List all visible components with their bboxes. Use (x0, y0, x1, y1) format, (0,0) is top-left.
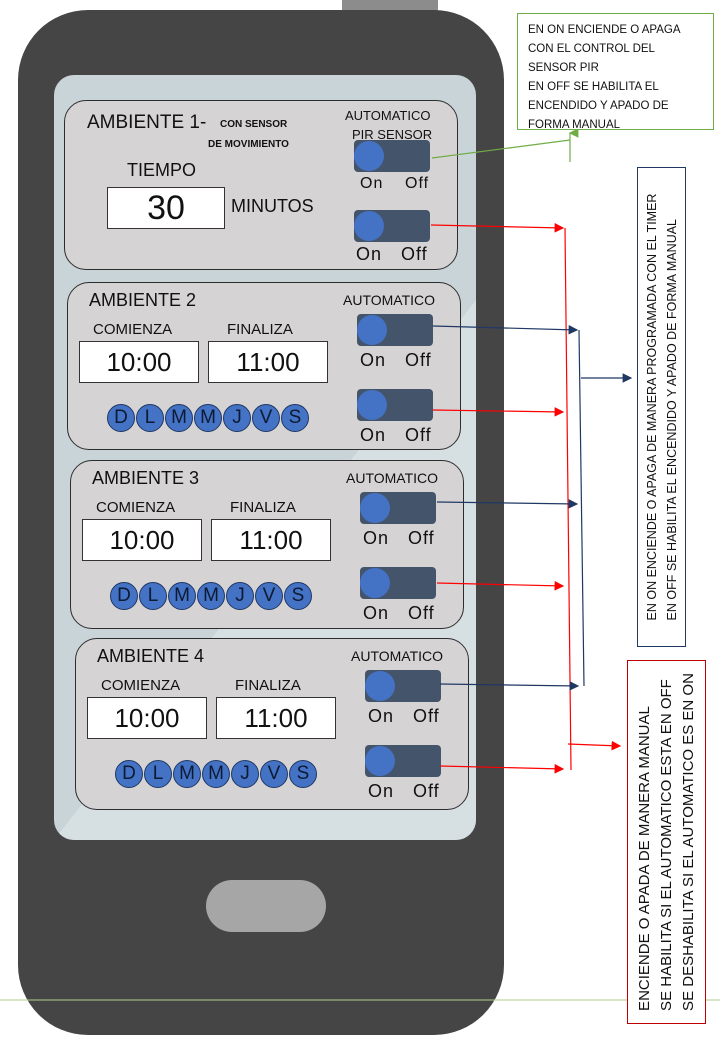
day-button[interactable]: S (281, 404, 309, 432)
panel-1-subtitle: CON SENSOR (220, 119, 288, 130)
auto-toggle[interactable] (365, 670, 441, 702)
pir-auto-toggle[interactable] (354, 140, 430, 172)
day-button[interactable]: D (115, 760, 143, 788)
start-time-input[interactable]: 10:00 (82, 519, 202, 561)
pir-auto-on-label: On (360, 175, 384, 192)
auto-off-label: Off (413, 706, 440, 726)
panel-1-title: AMBIENTE 1- (87, 112, 207, 133)
manual-on-label: On (356, 244, 383, 264)
toggle-knob (357, 315, 387, 345)
auto-pir-label-2: PIR SENSOR (352, 127, 433, 142)
pir-note-line: EN ON ENCIENDE O APAGA (528, 24, 681, 36)
day-button[interactable]: L (136, 404, 164, 432)
day-button[interactable]: M (168, 582, 196, 610)
comienza-label: COMIENZA (93, 321, 173, 338)
manual-on-label: On (363, 603, 390, 623)
pir-note-line: FORMA MANUAL (528, 119, 621, 131)
manual-off-label: Off (413, 781, 440, 801)
toggle-knob (365, 671, 395, 701)
day-button[interactable]: J (231, 760, 259, 788)
timer-note: EN ON ENCIENDE O APAGA DE MANERA PROGRAM… (637, 167, 686, 647)
end-time-input[interactable]: 11:00 (216, 697, 336, 739)
auto-off-label: Off (405, 350, 432, 370)
auto-toggle[interactable] (360, 492, 436, 524)
day-button[interactable]: V (255, 582, 283, 610)
manual-note-line: ENCIENDE O APADA DE MANERA MANUAL (635, 706, 653, 1011)
auto-toggle[interactable] (357, 314, 433, 346)
manual-off-label: Off (408, 603, 435, 623)
manual-off-label: Off (405, 425, 432, 445)
day-button[interactable]: V (252, 404, 280, 432)
day-button[interactable]: L (144, 760, 172, 788)
tiempo-input[interactable]: 30 (107, 187, 225, 229)
day-button[interactable]: J (226, 582, 254, 610)
pir-auto-off-label: Off (405, 175, 430, 192)
panel-title: AMBIENTE 3 (92, 468, 200, 488)
auto-on-label: On (360, 350, 387, 370)
start-time-input[interactable]: 10:00 (87, 697, 207, 739)
day-button[interactable]: M (194, 404, 222, 432)
manual-off-label: Off (401, 244, 428, 264)
manual-toggle[interactable] (357, 389, 433, 421)
day-button[interactable]: M (202, 760, 230, 788)
toggle-knob (354, 211, 384, 241)
pir-note-line: CON EL CONTROL DEL (528, 43, 655, 55)
comienza-label: COMIENZA (96, 499, 176, 516)
day-button[interactable]: M (165, 404, 193, 432)
start-time-input[interactable]: 10:00 (79, 341, 199, 383)
day-button[interactable]: S (289, 760, 317, 788)
day-button[interactable]: L (139, 582, 167, 610)
tiempo-label: TIEMPO (127, 160, 197, 180)
automatico-label: AUTOMATICO (346, 470, 439, 486)
day-button[interactable]: V (260, 760, 288, 788)
pir-note-line: SENSOR PIR (528, 62, 599, 74)
manual-toggle[interactable] (360, 567, 436, 599)
day-button[interactable]: M (173, 760, 201, 788)
panel-1-subtitle-2: DE MOVIMIENTO (208, 139, 289, 150)
panel-title: AMBIENTE 2 (89, 290, 197, 310)
auto-pir-label: AUTOMATICO (345, 108, 431, 123)
pir-note: EN ON ENCIENDE O APAGA CON EL CONTROL DE… (517, 13, 714, 131)
auto-off-label: Off (408, 528, 435, 548)
day-button[interactable]: M (197, 582, 225, 610)
toggle-knob (354, 141, 384, 171)
end-time-input[interactable]: 11:00 (208, 341, 328, 383)
toggle-knob (360, 568, 390, 598)
manual-on-label: On (368, 781, 395, 801)
panel-1-manual-toggle[interactable] (354, 210, 430, 242)
manual-toggle[interactable] (365, 745, 441, 777)
finaliza-label: FINALIZA (230, 499, 296, 516)
automatico-label: AUTOMATICO (351, 648, 444, 664)
manual-note: ENCIENDE O APADA DE MANERA MANUAL SE HAB… (627, 660, 706, 1024)
auto-on-label: On (363, 528, 390, 548)
manual-note-line: SE DESHABILITA SI EL AUTOMATICO ES EN ON (679, 673, 697, 1011)
end-time-input[interactable]: 11:00 (211, 519, 331, 561)
finaliza-label: FINALIZA (235, 677, 301, 694)
minutos-label: MINUTOS (231, 196, 314, 216)
day-button[interactable]: D (110, 582, 138, 610)
comienza-label: COMIENZA (101, 677, 181, 694)
finaliza-label: FINALIZA (227, 321, 293, 338)
automatico-label: AUTOMATICO (343, 292, 436, 308)
timer-note-line: EN ON ENCIENDE O APAGA DE MANERA PROGRAM… (644, 193, 659, 621)
toggle-knob (365, 746, 395, 776)
home-button[interactable] (206, 880, 326, 932)
auto-on-label: On (368, 706, 395, 726)
day-button[interactable]: D (107, 404, 135, 432)
pir-note-line: ENCENDIDO Y APADO DE (528, 100, 669, 112)
timer-note-line: EN OFF SE HABILITA EL ENCENDIDO Y APADO … (664, 218, 679, 621)
panel-title: AMBIENTE 4 (97, 646, 205, 666)
pir-note-line: EN OFF SE HABILITA EL (528, 81, 659, 93)
manual-on-label: On (360, 425, 387, 445)
day-button[interactable]: S (284, 582, 312, 610)
toggle-knob (357, 390, 387, 420)
toggle-knob (360, 493, 390, 523)
day-button[interactable]: J (223, 404, 251, 432)
manual-note-line: SE HABILITA SI EL AUTOMATICO ESTA EN OFF (657, 679, 675, 1011)
